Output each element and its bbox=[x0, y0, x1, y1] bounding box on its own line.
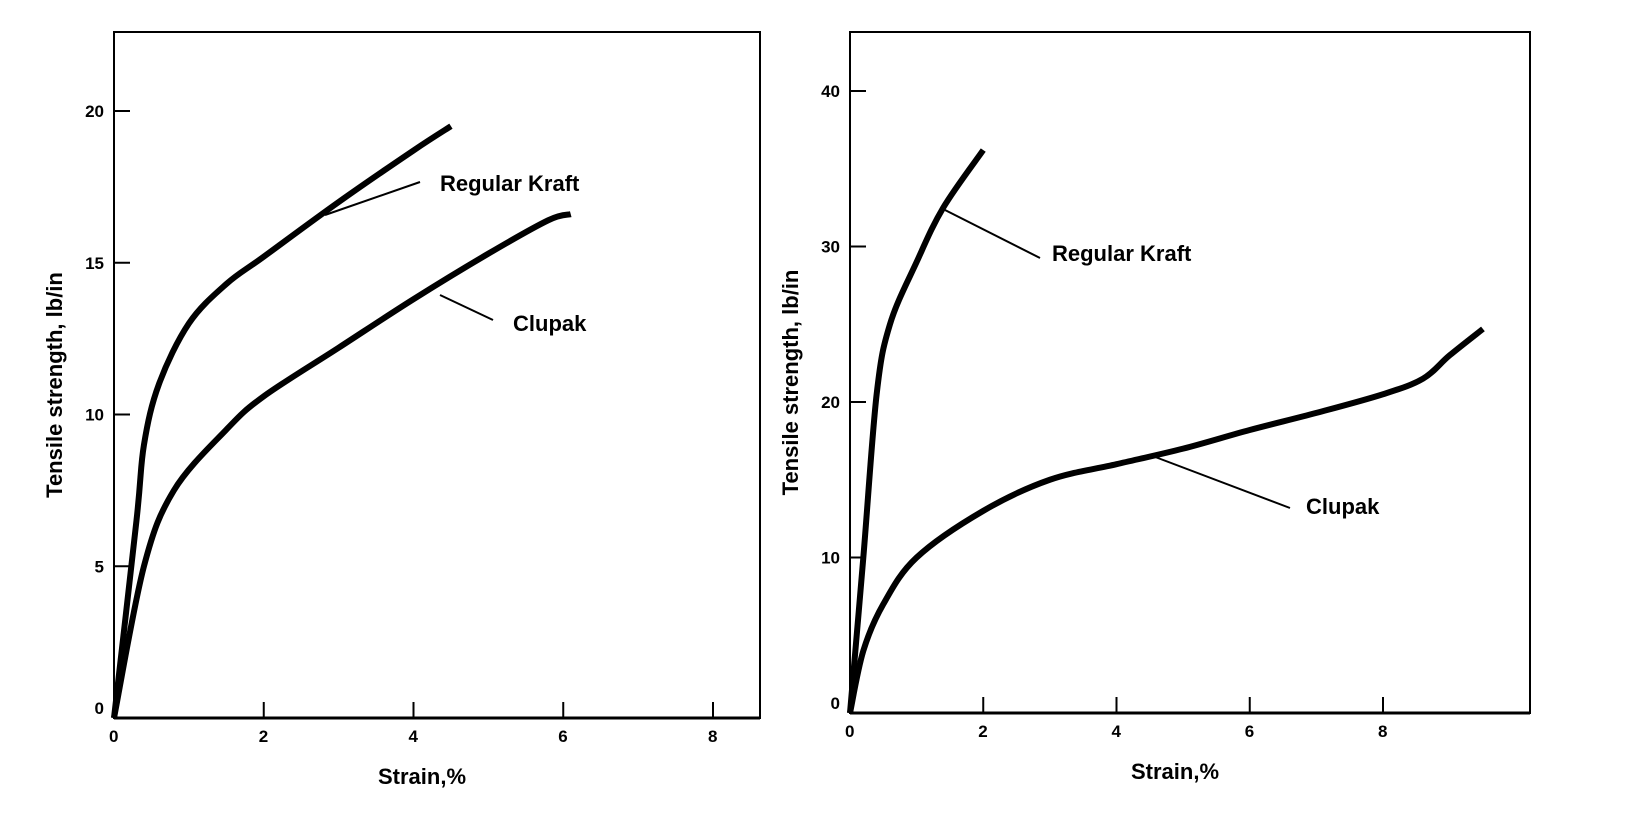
chart-panel-2: 0 2 4 6 8 0 10 20 30 40 Strain,% Tensile strength, … bbox=[778, 31, 1531, 784]
y-tick-label: 10 bbox=[85, 406, 104, 425]
x-tick-label: 8 bbox=[1378, 722, 1387, 741]
x-tick-label: 0 bbox=[109, 727, 118, 746]
y-tick-label: 5 bbox=[95, 557, 104, 576]
x-tick-label: 4 bbox=[1112, 722, 1122, 741]
leader-line bbox=[439, 294, 494, 321]
x-tick-label: 6 bbox=[558, 727, 567, 746]
y-axis-label: Tensile strength, lb/in bbox=[42, 272, 67, 498]
series-line-clupak bbox=[111, 211, 572, 719]
series-line-regular-kraft bbox=[847, 148, 986, 714]
x-tick-label: 2 bbox=[259, 727, 268, 746]
y-tick-label: 20 bbox=[821, 393, 840, 412]
series-label: Regular Kraft bbox=[1052, 241, 1192, 266]
y-tick-label: 10 bbox=[821, 549, 840, 568]
series-label: Clupak bbox=[513, 311, 587, 336]
series-label: Clupak bbox=[1306, 494, 1380, 519]
x-tick-label: 2 bbox=[978, 722, 987, 741]
x-tick-label: 6 bbox=[1245, 722, 1254, 741]
chart-panel-1: 0 2 4 6 8 0 5 10 15 20 Strain,% Tensile strength, l… bbox=[42, 31, 761, 789]
y-tick-label: 20 bbox=[85, 102, 104, 121]
y-tick-label: 0 bbox=[95, 699, 104, 718]
y-axis-label: Tensile strength, lb/in bbox=[778, 270, 803, 496]
x-tick-label: 0 bbox=[845, 722, 854, 741]
x-tick-label: 8 bbox=[708, 727, 717, 746]
leader-line bbox=[324, 181, 421, 216]
leader-line bbox=[944, 209, 1041, 259]
series-label: Regular Kraft bbox=[440, 171, 580, 196]
y-tick-label: 30 bbox=[821, 238, 840, 257]
series-line-clupak bbox=[847, 326, 1485, 714]
y-tick-label: 0 bbox=[831, 694, 840, 713]
x-tick-label: 4 bbox=[409, 727, 419, 746]
y-tick-label: 40 bbox=[821, 82, 840, 101]
series-line-regular-kraft bbox=[111, 123, 453, 719]
leader-line bbox=[1149, 454, 1291, 509]
y-tick-label: 15 bbox=[85, 254, 104, 273]
x-axis-label: Strain,% bbox=[378, 764, 466, 789]
x-axis-label: Strain,% bbox=[1131, 759, 1219, 784]
